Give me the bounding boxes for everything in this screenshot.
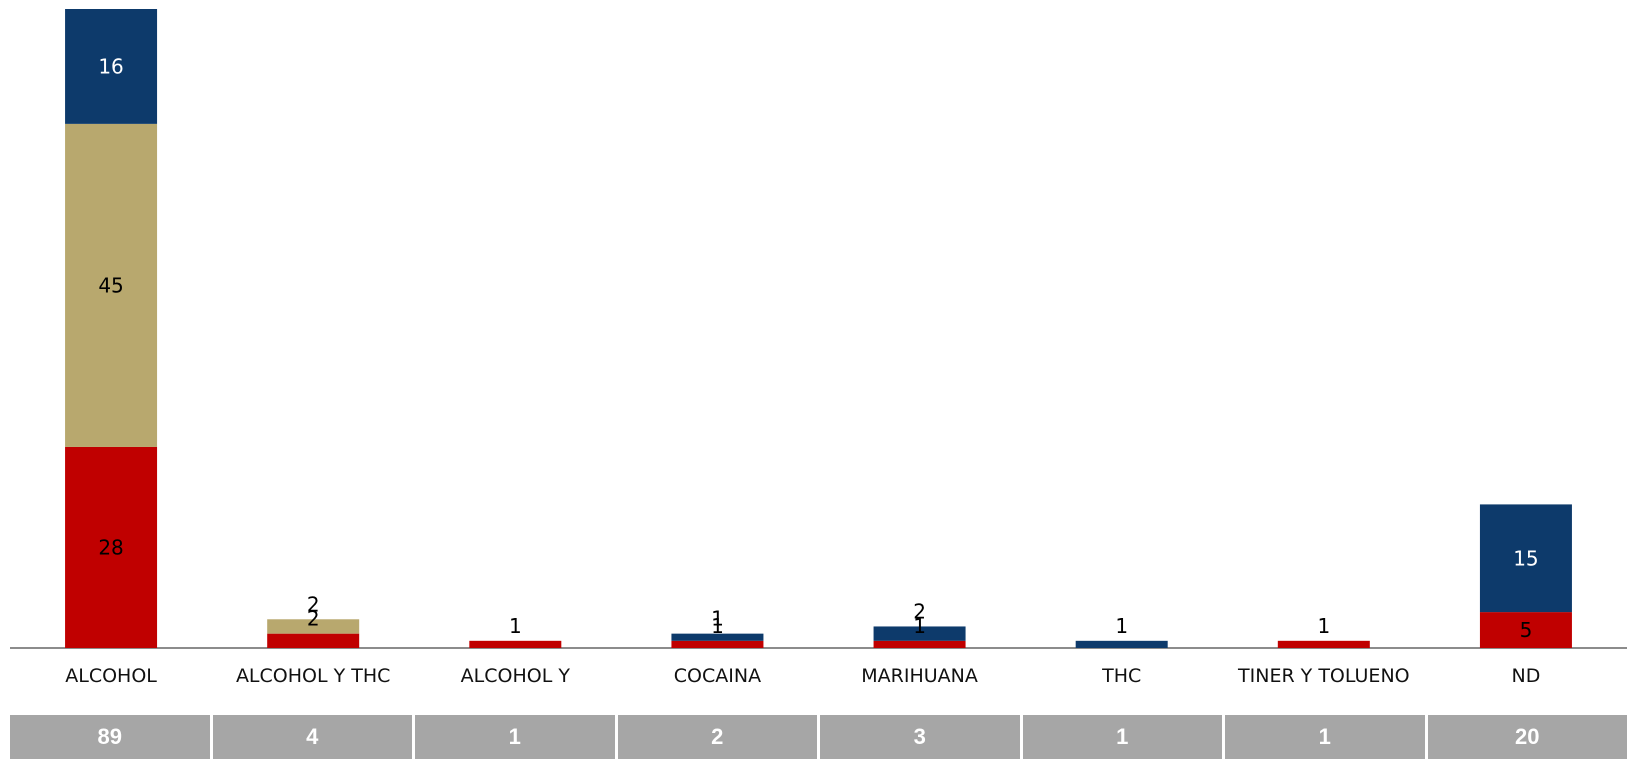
data-label: 1 — [1115, 614, 1128, 638]
category-label: ALCOHOL Y — [461, 665, 571, 687]
data-label: 45 — [98, 273, 123, 297]
bar-segment — [671, 640, 764, 648]
data-label: 16 — [98, 54, 123, 78]
data-label: 1 — [509, 614, 522, 638]
data-label: 2 — [913, 599, 926, 623]
total-cell: 4 — [212, 715, 415, 759]
bar-segment — [873, 640, 966, 648]
bar-segment — [1479, 504, 1572, 613]
total-cell: 2 — [617, 715, 820, 759]
data-label: 1 — [711, 614, 724, 638]
data-label: 28 — [98, 535, 123, 559]
data-label: 2 — [307, 592, 320, 616]
data-label: 5 — [1520, 618, 1533, 642]
bar-segment — [1075, 640, 1168, 648]
category-label: COCAINA — [674, 665, 761, 687]
bar-segment — [65, 9, 158, 124]
data-label: 15 — [1513, 546, 1538, 570]
bar-segment — [267, 633, 360, 648]
total-cell: 1 — [415, 715, 618, 759]
data-label: 1 — [913, 614, 926, 638]
category-label: MARIHUANA — [861, 665, 978, 687]
totals-row: 89 4 1 2 3 1 1 20 — [10, 715, 1627, 759]
total-cell: 1 — [1225, 715, 1428, 759]
total-cell: 89 — [10, 715, 213, 759]
bar-segment — [469, 640, 562, 648]
category-label: THC — [1101, 665, 1141, 687]
total-cell: 20 — [1427, 715, 1627, 759]
data-label: 2 — [307, 607, 320, 631]
bars-group — [65, 9, 1572, 648]
data-label: 1 — [711, 607, 724, 631]
bar-segment — [267, 619, 360, 634]
total-cell: 1 — [1022, 715, 1225, 759]
total-cell: 3 — [820, 715, 1023, 759]
data-label: 1 — [1317, 614, 1330, 638]
bar-segment — [65, 123, 158, 447]
category-label: TINER Y TOLUENO — [1237, 665, 1410, 687]
bar-segment — [1277, 640, 1370, 648]
category-label: ALCOHOL Y THC — [236, 665, 390, 687]
category-label: ND — [1512, 665, 1541, 687]
bar-segment — [1479, 612, 1572, 648]
bar-segment — [65, 446, 158, 648]
category-label: ALCOHOL — [65, 665, 157, 687]
bar-segment — [671, 633, 764, 641]
bar-segment — [873, 626, 966, 641]
